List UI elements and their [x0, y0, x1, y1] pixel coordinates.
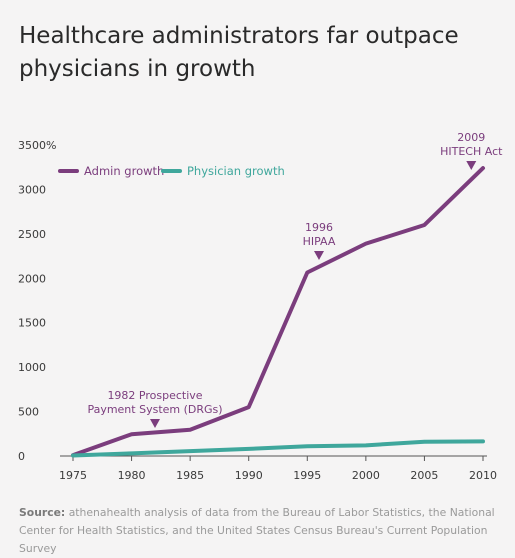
source-label: Source: — [19, 506, 65, 519]
x-tick-label: 1980 — [118, 469, 146, 482]
annotation-marker — [150, 419, 160, 428]
physician-growth-line — [73, 441, 483, 455]
y-tick-label: 3500% — [18, 139, 56, 152]
y-tick-label: 3000 — [18, 183, 46, 196]
annotation-label: HIPAA — [303, 235, 336, 248]
source-text: athenahealth analysis of data from the B… — [19, 506, 495, 555]
legend-label: Admin growth — [84, 164, 164, 178]
annotation-marker — [466, 161, 476, 170]
y-tick-label: 1500 — [18, 317, 46, 330]
x-tick-label: 1975 — [59, 469, 87, 482]
legend: Admin growth Physician growth — [60, 164, 285, 178]
annotation-marker — [314, 251, 324, 260]
x-tick-label: 1995 — [293, 469, 321, 482]
y-tick-label: 0 — [18, 450, 25, 463]
legend-item-physician: Physician growth — [163, 164, 285, 178]
legend-label: Physician growth — [187, 164, 285, 178]
x-axis: 1975 1980 1985 1990 1995 2000 2005 2010 — [59, 456, 497, 482]
y-axis: 0 500 1000 1500 2000 2500 3000 3500% — [18, 139, 56, 463]
x-tick-label: 2010 — [469, 469, 497, 482]
y-tick-label: 500 — [18, 406, 39, 419]
y-tick-label: 2000 — [18, 272, 46, 285]
annotation-label: 1996 — [305, 221, 333, 234]
annotation-label: Payment System (DRGs) — [87, 403, 222, 416]
x-tick-label: 1985 — [176, 469, 204, 482]
source-note: Source: athenahealth analysis of data fr… — [19, 504, 504, 558]
x-tick-label: 2005 — [410, 469, 438, 482]
annotation-label: HITECH Act — [440, 145, 503, 158]
x-tick-label: 2000 — [352, 469, 380, 482]
annotation-label: 1982 Prospective — [107, 389, 202, 402]
legend-item-admin: Admin growth — [60, 164, 164, 178]
annotation-label: 2009 — [457, 131, 485, 144]
y-tick-label: 1000 — [18, 361, 46, 374]
x-tick-label: 1990 — [235, 469, 263, 482]
y-tick-label: 2500 — [18, 228, 46, 241]
